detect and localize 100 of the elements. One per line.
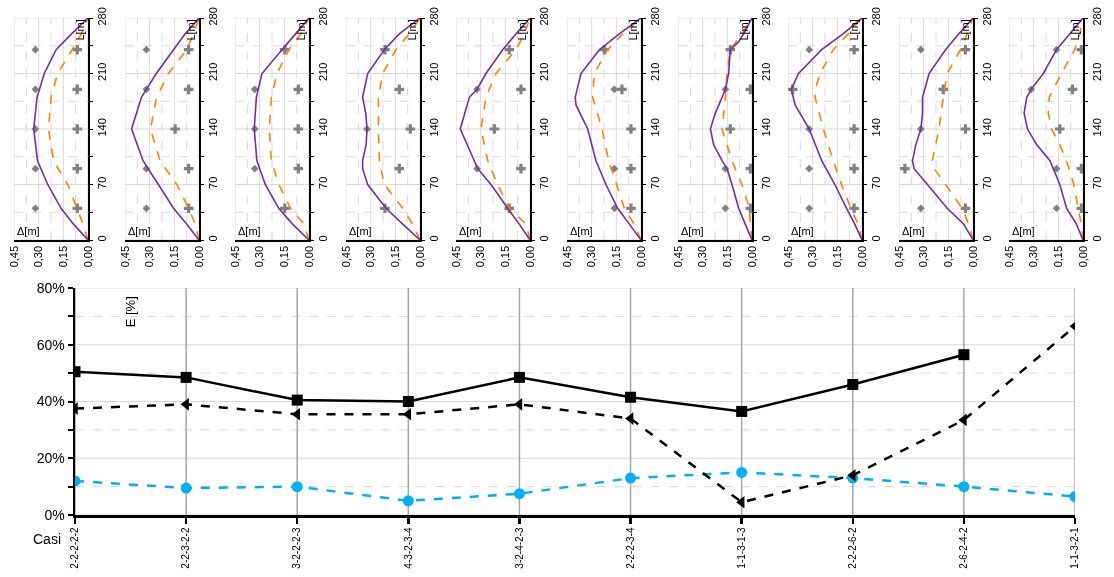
point <box>31 164 40 173</box>
y-tick-label: 140 <box>1090 118 1103 137</box>
x-axis-title: Δ[m] <box>349 225 372 237</box>
point <box>250 85 259 94</box>
point <box>504 44 515 55</box>
x-tick-label: 1-1-3-2-1 <box>1069 527 1081 569</box>
point <box>847 378 859 390</box>
y-tick-label: 280 <box>206 7 219 26</box>
point <box>625 472 637 484</box>
y-tick-label: 80% <box>36 279 65 296</box>
point <box>170 124 180 134</box>
y-tick-label: 210 <box>427 62 440 82</box>
y-tick-label: 70 <box>316 176 329 189</box>
x-tick-label: 0,15 <box>277 245 290 268</box>
x-tick-label: 0,30 <box>585 245 598 268</box>
x-tick-label: 0,15 <box>720 245 733 268</box>
y-tick-label: 70 <box>648 176 661 189</box>
y-tick-label: 70 <box>427 176 440 189</box>
y-tick-label: 0 <box>427 235 440 242</box>
point <box>626 124 636 134</box>
point <box>721 204 730 213</box>
x-tick-label: 0,30 <box>806 245 819 268</box>
x-axis-title: Δ[m] <box>791 225 814 237</box>
y-tick-label: 70 <box>95 176 108 189</box>
y-tick-label: 70 <box>537 176 550 189</box>
point <box>72 44 83 55</box>
x-tick-label: 0,00 <box>634 245 647 268</box>
point <box>183 44 194 55</box>
point <box>31 45 40 54</box>
y-tick-label: 210 <box>537 62 550 82</box>
point <box>291 394 303 406</box>
point <box>31 204 40 213</box>
y-tick-label: 210 <box>206 62 219 82</box>
point <box>960 124 971 134</box>
x-tick-label: 0,45 <box>339 245 352 268</box>
y-tick-label: 0 <box>206 235 219 242</box>
y-axis-title: L[m] <box>847 19 860 41</box>
x-tick-label: 0,00 <box>302 245 315 268</box>
y-tick-label: 20% <box>36 450 65 467</box>
point <box>293 124 304 134</box>
point <box>625 391 637 403</box>
y-tick-label: 140 <box>206 118 219 137</box>
y-tick-label: 140 <box>316 118 329 137</box>
x-tick-label: 0,45 <box>1002 245 1015 268</box>
y-tick-label: 70 <box>759 176 772 189</box>
point <box>849 163 859 174</box>
point <box>805 45 814 54</box>
point <box>513 371 525 383</box>
point <box>617 84 627 95</box>
y-tick-label: 140 <box>648 118 661 137</box>
y-tick-label: 0 <box>95 235 108 242</box>
point <box>849 44 859 55</box>
y-tick-label: 70 <box>869 176 882 189</box>
y-axis-title: L[m] <box>626 19 639 41</box>
point <box>1052 164 1061 173</box>
x-axis-title: Δ[m] <box>128 225 151 237</box>
point <box>805 164 814 173</box>
x-axis-title: Δ[m] <box>238 225 261 237</box>
x-tick-label: 0,30 <box>253 245 266 268</box>
point <box>180 482 192 494</box>
y-axis-title: L[m] <box>294 19 307 41</box>
x-tick-label: 3-2-4-2-3 <box>513 527 525 569</box>
x-tick-label: 2-2-3-2-2 <box>180 527 192 569</box>
y-tick-label: 280 <box>427 7 440 26</box>
y-tick-label: 40% <box>36 393 65 410</box>
point <box>180 371 192 383</box>
x-tick-label: 0,00 <box>413 245 426 268</box>
x-tick-label: 0,00 <box>523 245 536 268</box>
point <box>291 481 303 493</box>
x-tick-label: 0,00 <box>745 245 758 268</box>
x-tick-label: 4-3-2-3-4 <box>402 527 414 569</box>
y-tick-label: 280 <box>980 7 993 26</box>
point <box>394 163 405 174</box>
x-tick-label: 0,00 <box>1076 245 1089 268</box>
x-tick-label: 0,30 <box>474 245 487 268</box>
y-tick-label: 0 <box>869 235 882 242</box>
x-tick-label: 0,45 <box>560 245 573 268</box>
y-tick-label: 210 <box>316 62 329 82</box>
y-tick-label: 210 <box>1090 62 1103 82</box>
y-axis-title: L[m] <box>73 19 86 41</box>
x-axis-title: Δ[m] <box>1012 225 1035 237</box>
y-axis-title: L[m] <box>405 19 418 41</box>
point <box>489 124 500 134</box>
point <box>849 124 859 134</box>
point <box>900 163 910 174</box>
y-tick-label: 70 <box>206 176 219 189</box>
y-tick-label: 210 <box>759 62 772 82</box>
y-tick-label: 70 <box>980 176 993 189</box>
y-axis-title: L[m] <box>515 19 528 41</box>
y-tick-label: 70 <box>1090 176 1103 189</box>
y-tick-label: 0 <box>648 235 661 242</box>
x-tick-label: 0,45 <box>892 245 905 268</box>
y-tick-label: 0 <box>316 235 329 242</box>
y-tick-label: 280 <box>316 7 329 26</box>
y-axis-title: E [%] <box>122 296 138 328</box>
point <box>142 204 151 213</box>
x-tick-label: 0,15 <box>498 245 511 268</box>
point <box>513 488 525 500</box>
x-tick-label: 0,15 <box>56 245 69 268</box>
x-tick-label: 0,30 <box>1027 245 1040 268</box>
